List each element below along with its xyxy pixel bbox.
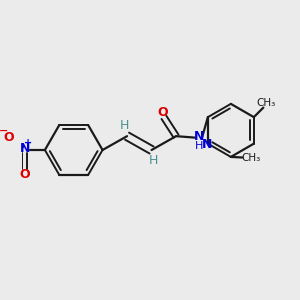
Text: N: N — [202, 138, 212, 151]
Text: CH₃: CH₃ — [242, 153, 261, 164]
Text: O: O — [4, 130, 14, 143]
Text: +: + — [24, 138, 32, 148]
Text: −: − — [0, 126, 8, 136]
Text: N: N — [194, 130, 204, 143]
Text: H: H — [120, 119, 129, 132]
Text: O: O — [157, 106, 168, 119]
Text: H: H — [195, 141, 203, 151]
Text: N: N — [20, 142, 30, 155]
Text: CH₃: CH₃ — [256, 98, 276, 108]
Text: H: H — [148, 154, 158, 166]
Text: O: O — [20, 168, 30, 181]
